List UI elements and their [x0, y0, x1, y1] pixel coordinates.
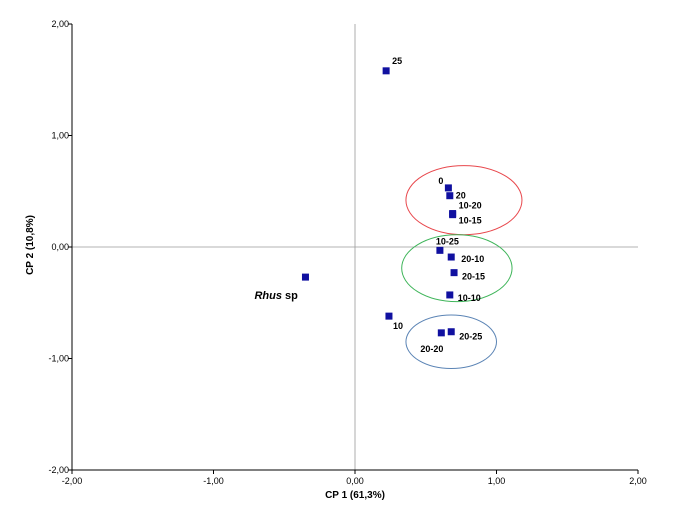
x-tick-label: -2,00 — [62, 476, 83, 486]
y-axis-title: CP 2 (10,8%) — [25, 215, 36, 275]
x-tick-label: 1,00 — [488, 476, 506, 486]
data-label: 20-25 — [459, 332, 482, 342]
group-ellipse — [401, 234, 513, 303]
data-label: 25 — [392, 56, 402, 66]
data-point — [437, 329, 445, 337]
x-tick-label: -1,00 — [203, 476, 224, 486]
data-label: 10-10 — [458, 293, 481, 303]
data-point — [301, 273, 309, 281]
data-label: 10-25 — [436, 236, 459, 246]
group-ellipses — [401, 165, 523, 370]
data-label: 20-20 — [420, 344, 443, 354]
x-axis-ticks: -2,00 -1,00 0,00 1,00 2,00 — [62, 470, 647, 486]
data-point — [447, 253, 455, 261]
y-tick-label: 0,00 — [51, 242, 69, 252]
x-axis-title: CP 1 (61,3%) — [325, 490, 385, 501]
data-points — [301, 67, 458, 337]
data-label: 20-10 — [461, 254, 484, 264]
data-label: 20-15 — [462, 272, 485, 282]
data-point — [444, 184, 452, 192]
data-label: Rhus sp — [254, 290, 298, 302]
group-ellipse — [405, 314, 497, 370]
data-label: 20 — [456, 191, 466, 201]
zero-lines — [72, 24, 638, 470]
data-point — [450, 269, 458, 277]
data-point — [382, 67, 390, 75]
y-tick-label: 2,00 — [51, 19, 69, 29]
data-point — [449, 211, 457, 219]
x-tick-label: 0,00 — [346, 476, 364, 486]
y-tick-label: -2,00 — [48, 465, 69, 475]
y-tick-label: -1,00 — [48, 354, 69, 364]
data-point — [436, 246, 444, 254]
data-label: 0 — [438, 176, 443, 186]
x-tick-label: 2,00 — [629, 476, 647, 486]
data-label: 10-15 — [459, 216, 482, 226]
y-tick-label: 1,00 — [51, 131, 69, 141]
data-label: 10-20 — [459, 201, 482, 211]
data-point — [446, 192, 454, 200]
data-label: 10 — [393, 321, 403, 331]
y-axis-ticks: -2,00 -1,00 0,00 1,00 2,00 — [48, 19, 72, 475]
data-point — [446, 291, 454, 299]
data-point — [447, 328, 455, 336]
data-point — [385, 312, 393, 320]
